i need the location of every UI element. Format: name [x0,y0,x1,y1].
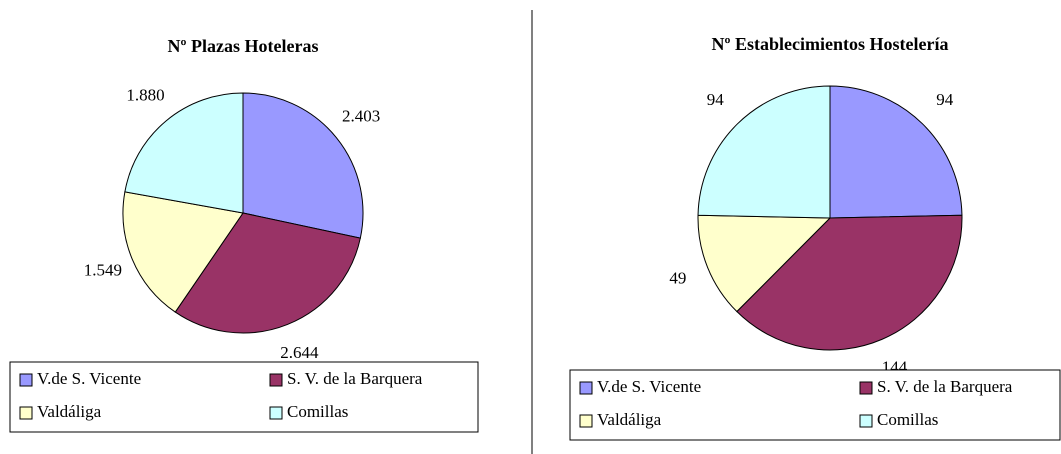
pie-slice [829,85,963,219]
data-label: 94 [707,90,725,109]
pie-slice [736,214,963,351]
legend-label: Comillas [287,402,348,421]
data-label: 2.403 [342,106,380,125]
data-label: 2.644 [280,343,319,362]
legend-swatch [859,381,873,395]
data-label: 94 [936,90,954,109]
legend-box [9,361,479,433]
legend-label: Valdáliga [597,410,662,429]
legend-swatch [269,373,283,387]
legend-swatch [19,406,33,420]
legend-swatch [579,381,593,395]
data-label: 1.880 [126,85,164,104]
legend-label: S. V. de la Barquera [877,377,1013,396]
legend-label: V.de S. Vicente [37,369,141,388]
pie-slice [242,92,364,239]
data-label: 49 [669,268,686,287]
pie-slice [124,92,244,214]
legend-swatch [269,406,283,420]
legend-label: Comillas [877,410,938,429]
legend-swatch [859,414,873,428]
data-label: 1.549 [84,261,122,280]
legend-swatch [579,414,593,428]
legend-label: V.de S. Vicente [597,377,701,396]
legend-swatch [19,373,33,387]
pie-slice [697,214,832,313]
chart-title: Nº Plazas Hoteleras [168,36,319,56]
legend-label: S. V. de la Barquera [287,369,423,388]
pie-slice [122,191,244,313]
legend-box [569,369,1061,441]
pie-slice [174,212,361,334]
chart-title: Nº Establecimientos Hostelería [712,34,949,54]
legend-label: Valdáliga [37,402,102,421]
pie-slice [697,85,831,219]
